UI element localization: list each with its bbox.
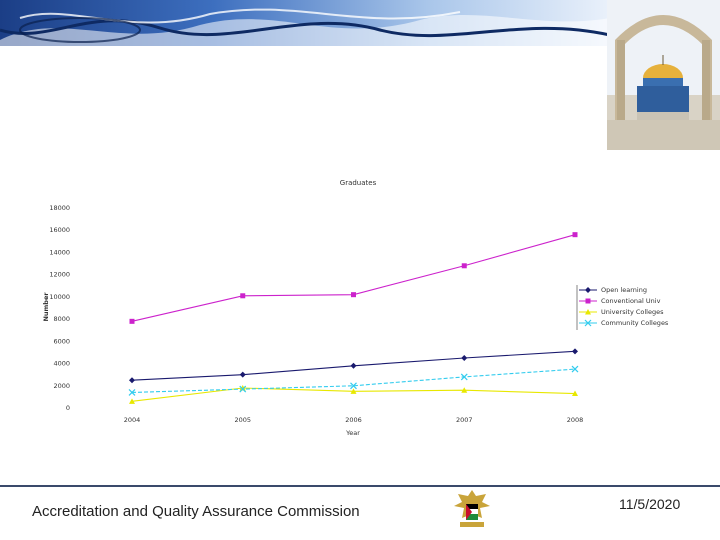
x-tick-label: 2008 [567,416,584,424]
emblem-icon [454,490,490,527]
data-point [460,373,468,381]
data-point [128,389,136,396]
data-point [350,388,357,394]
x-axis-label: Year [345,429,360,437]
x-tick-label: 2007 [456,416,473,424]
data-point [585,287,591,293]
header-banner-image [0,0,610,52]
y-tick-label: 18000 [49,204,70,212]
data-point [350,382,357,390]
data-point [239,385,246,391]
y-tick-label: 14000 [49,248,70,256]
data-point [461,387,468,393]
legend-label: Community Colleges [601,319,669,327]
data-point [571,365,579,373]
y-axis-label: Number [42,292,50,322]
data-point [461,355,468,361]
data-point [572,348,578,355]
data-point [584,319,592,327]
x-tick-label: 2005 [234,416,251,424]
chart-title: Graduates [340,179,377,187]
legend-label: University Colleges [601,308,664,316]
y-tick-label: 6000 [53,337,70,345]
data-point [350,362,357,369]
data-point [129,377,135,384]
y-tick-label: 4000 [53,360,70,368]
legend-label: Open learning [601,286,647,294]
x-tick-label: 2004 [124,416,141,424]
data-point [240,293,246,299]
series-line [131,234,576,322]
y-tick-label: 2000 [53,382,70,390]
series-line [131,368,576,393]
x-tick-label: 2006 [345,416,362,424]
y-tick-label: 0 [66,404,70,412]
data-point [239,385,247,393]
footer-org-name: Accreditation and Quality Assurance Comm… [32,503,360,520]
data-point [585,309,591,315]
graduates-line-chart: Graduates 0 2000 4000 6000 8000 10000 12000 140… [42,179,669,437]
data-point [129,398,135,404]
y-tick-label: 10000 [49,293,70,301]
data-point [461,263,467,269]
y-tick-label: 16000 [49,226,70,234]
data-point [585,298,591,304]
data-point [129,318,135,324]
data-point [239,371,246,378]
y-tick-label: 12000 [49,271,70,279]
top-photo [607,0,720,150]
data-point [572,390,578,397]
y-tick-label: 8000 [53,315,70,323]
footer-date: 11/5/2020 [619,496,681,512]
data-point [351,292,356,298]
legend-label: Conventional Univ [601,297,661,305]
footer-divider [0,485,720,487]
data-point [572,232,578,238]
